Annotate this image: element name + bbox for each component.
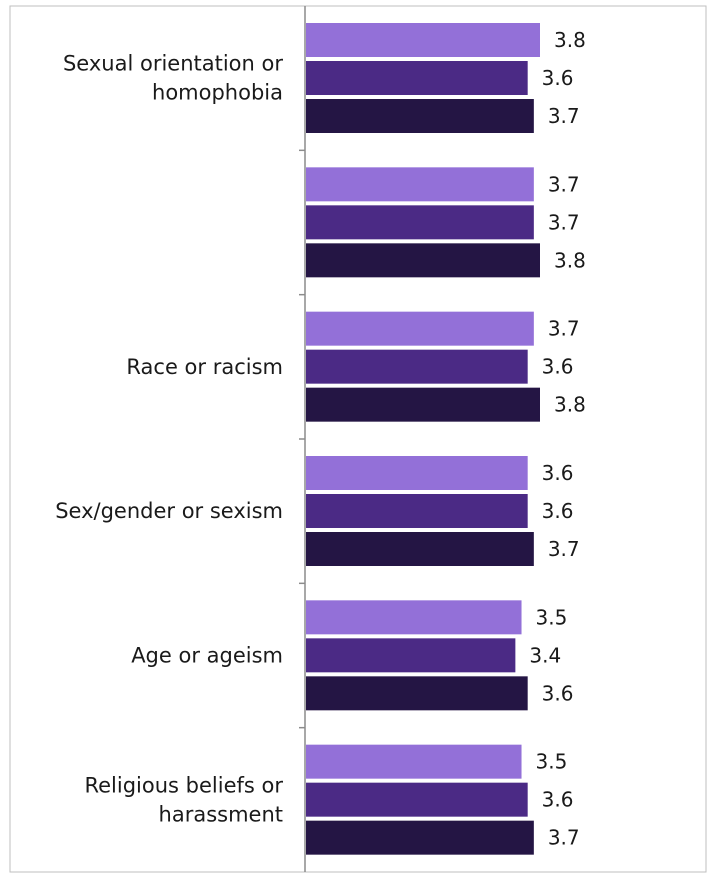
bar bbox=[306, 638, 516, 673]
bars-layer bbox=[306, 23, 540, 855]
bar bbox=[306, 676, 528, 711]
bar bbox=[306, 61, 528, 95]
bar bbox=[306, 494, 528, 528]
bar bbox=[306, 782, 528, 817]
value-label: 3.7 bbox=[548, 104, 580, 128]
category-label: harassment bbox=[159, 802, 283, 826]
value-label: 3.6 bbox=[542, 461, 574, 485]
category-label: Sexual orientation or bbox=[63, 52, 283, 76]
bar bbox=[306, 349, 528, 384]
bar bbox=[306, 532, 534, 566]
bar bbox=[306, 820, 534, 855]
bar bbox=[306, 167, 534, 202]
category-labels: Sexual orientation or homophobia Race or r… bbox=[55, 52, 283, 827]
category-label: Age or ageism bbox=[131, 644, 283, 668]
category-label: Sex/gender or sexism bbox=[55, 499, 283, 523]
value-label: 3.8 bbox=[554, 28, 586, 52]
value-label: 3.6 bbox=[542, 499, 574, 523]
value-label: 3.5 bbox=[536, 750, 568, 774]
plot-border bbox=[9, 5, 707, 873]
value-label: 3.7 bbox=[548, 826, 580, 850]
bar bbox=[306, 311, 534, 346]
value-label: 3.6 bbox=[542, 681, 574, 705]
value-label: 3.8 bbox=[554, 393, 586, 417]
bar bbox=[306, 23, 540, 57]
bar bbox=[306, 456, 528, 490]
bar bbox=[306, 387, 540, 422]
category-label: Race or racism bbox=[126, 355, 283, 379]
value-label: 3.7 bbox=[548, 537, 580, 561]
value-label: 3.4 bbox=[529, 643, 561, 667]
category-label: Religious beliefs or bbox=[84, 773, 283, 797]
bar bbox=[306, 744, 522, 779]
bar bbox=[306, 600, 522, 635]
bar bbox=[306, 205, 534, 240]
bar bbox=[306, 243, 540, 278]
value-label: 3.8 bbox=[554, 248, 586, 272]
value-labels: 3.8 3.6 3.7 3.7 3.7 3.8 3.7 3.6 3.8 3.6 3.6 3.7 3.5 3… bbox=[529, 28, 585, 850]
value-label: 3.6 bbox=[542, 788, 574, 812]
value-label: 3.5 bbox=[536, 605, 568, 629]
value-label: 3.7 bbox=[548, 317, 580, 341]
category-label: homophobia bbox=[152, 81, 283, 105]
value-label: 3.7 bbox=[548, 210, 580, 234]
y-axis bbox=[299, 6, 306, 872]
value-label: 3.6 bbox=[542, 355, 574, 379]
value-label: 3.6 bbox=[542, 66, 574, 90]
value-label: 3.7 bbox=[548, 172, 580, 196]
bar bbox=[306, 99, 534, 133]
